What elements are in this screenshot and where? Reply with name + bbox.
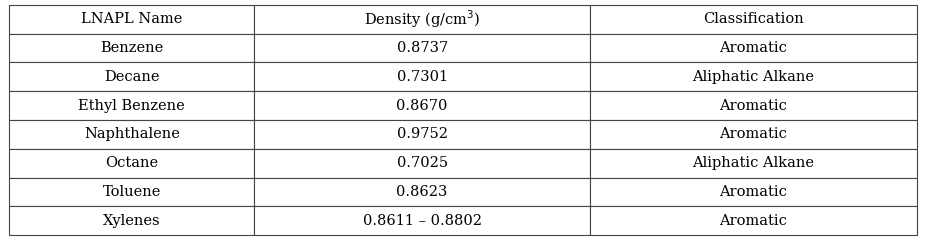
Text: Classification: Classification [703, 12, 804, 26]
Bar [9, 149, 255, 178]
Text: Aromatic: Aromatic [720, 99, 787, 113]
Bar [255, 149, 590, 178]
Text: Decane: Decane [104, 70, 159, 84]
Text: Aromatic: Aromatic [720, 41, 787, 55]
Bar [255, 5, 590, 34]
Bar [255, 91, 590, 120]
Text: Aromatic: Aromatic [720, 214, 787, 228]
Bar [590, 206, 917, 235]
Text: Xylenes: Xylenes [103, 214, 160, 228]
Text: 0.7025: 0.7025 [396, 156, 448, 170]
Text: Toluene: Toluene [103, 185, 161, 199]
Bar [255, 62, 590, 91]
Text: Octane: Octane [106, 156, 158, 170]
Bar [9, 62, 255, 91]
Bar [9, 178, 255, 206]
Text: Aliphatic Alkane: Aliphatic Alkane [693, 156, 814, 170]
Text: Density (g/cm$^3$): Density (g/cm$^3$) [364, 8, 481, 30]
Bar [590, 5, 917, 34]
Text: 0.8670: 0.8670 [396, 99, 448, 113]
Text: 0.8737: 0.8737 [396, 41, 448, 55]
Text: 0.8623: 0.8623 [396, 185, 448, 199]
Bar [255, 206, 590, 235]
Bar [9, 5, 255, 34]
Text: Aliphatic Alkane: Aliphatic Alkane [693, 70, 814, 84]
Text: LNAPL Name: LNAPL Name [81, 12, 182, 26]
Bar [590, 178, 917, 206]
Bar [9, 34, 255, 62]
Bar [9, 120, 255, 149]
Text: Aromatic: Aromatic [720, 185, 787, 199]
Text: 0.9752: 0.9752 [396, 127, 447, 141]
Bar [9, 91, 255, 120]
Bar [9, 206, 255, 235]
Bar [255, 178, 590, 206]
Text: Aromatic: Aromatic [720, 127, 787, 141]
Bar [590, 149, 917, 178]
Bar [255, 34, 590, 62]
Bar [255, 120, 590, 149]
Bar [590, 91, 917, 120]
Text: 0.7301: 0.7301 [396, 70, 448, 84]
Bar [590, 34, 917, 62]
Text: Benzene: Benzene [100, 41, 163, 55]
Text: 0.8611 – 0.8802: 0.8611 – 0.8802 [363, 214, 482, 228]
Bar [590, 120, 917, 149]
Text: Naphthalene: Naphthalene [84, 127, 180, 141]
Text: Ethyl Benzene: Ethyl Benzene [79, 99, 185, 113]
Bar [590, 62, 917, 91]
